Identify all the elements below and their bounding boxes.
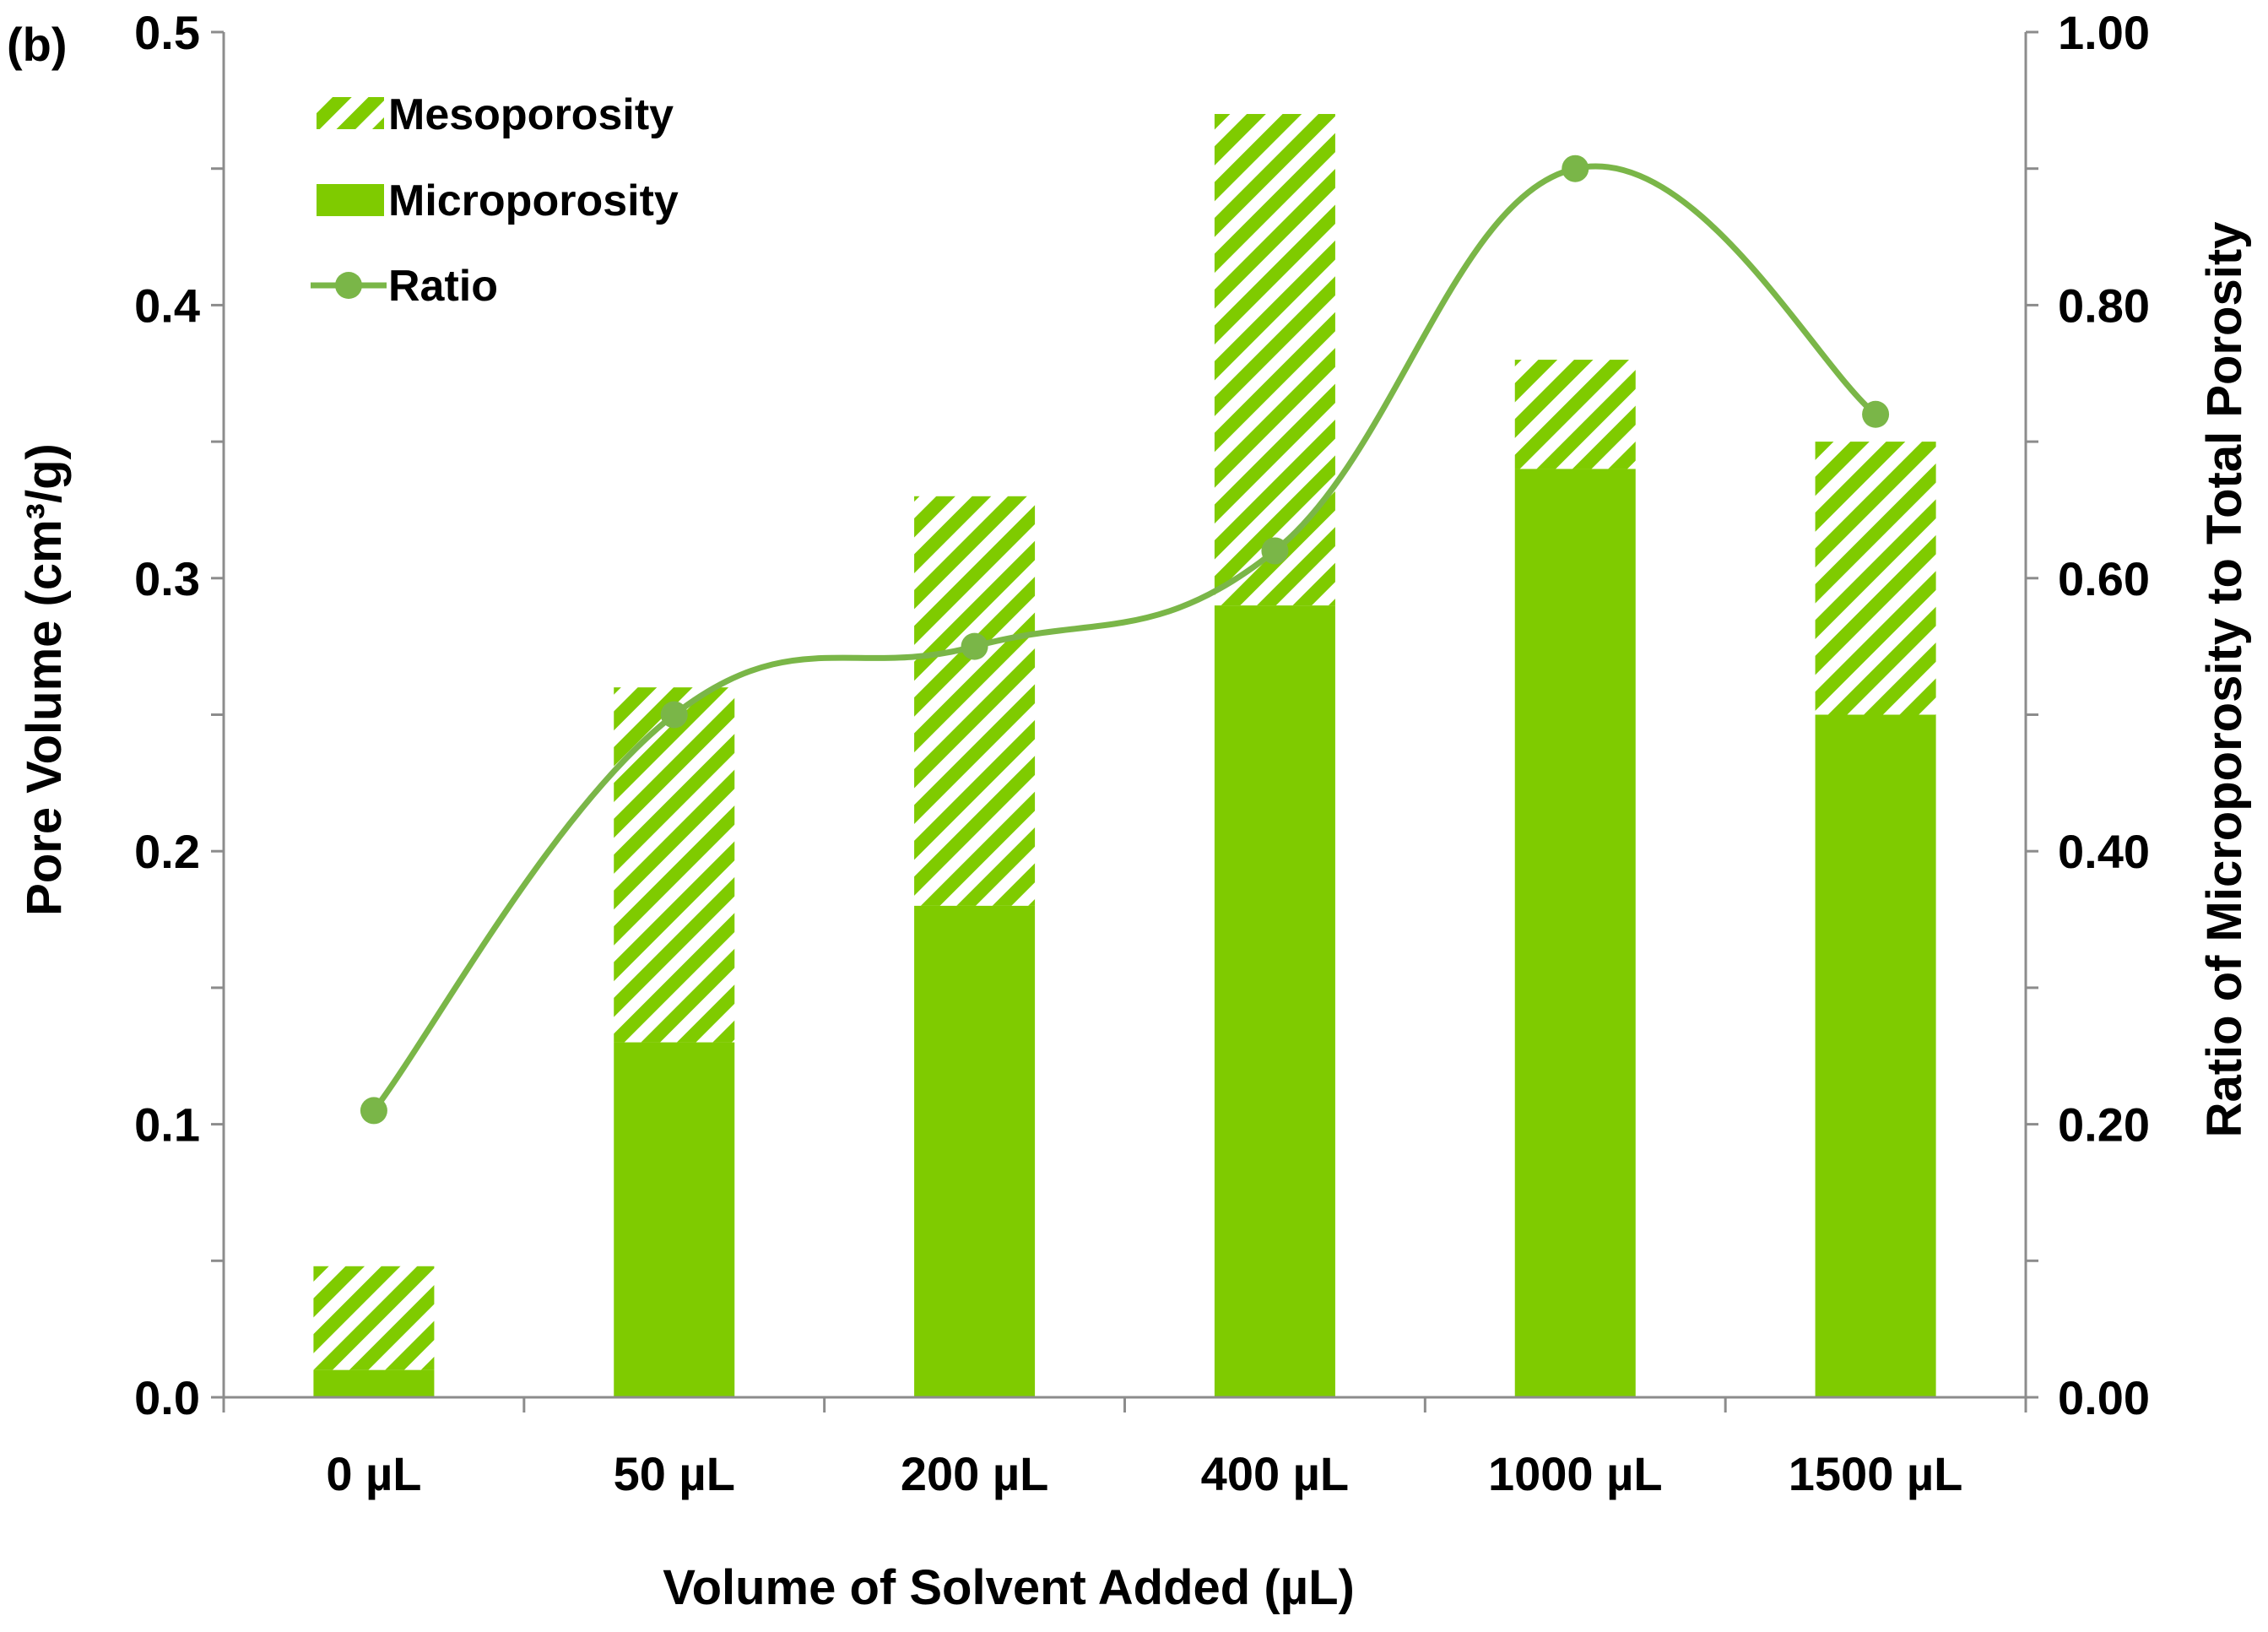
x-tick-label-5: 1500 µL [1789, 1447, 1963, 1500]
y2-tick-label-1: 0.20 [2058, 1098, 2150, 1152]
legend-label-microporosity: Microporosity [388, 176, 679, 225]
ratio-point-2 [961, 632, 988, 660]
bar-mesoporosity-2 [914, 496, 1036, 906]
bar-mesoporosity-5 [1815, 442, 1936, 715]
y-tick-label-0: 0.0 [134, 1371, 200, 1424]
y-tick-label-4: 0.4 [134, 279, 200, 332]
y-tick-label-3: 0.3 [134, 552, 200, 605]
plot-area: 0.0 0.1 0.2 0.3 0.4 0.5 0.00 0.20 0.40 0.60 0.80 1.… [134, 6, 2150, 1500]
bar-mesoporosity-3 [1214, 114, 1335, 606]
y-tick-label-1: 0.1 [134, 1098, 200, 1152]
bar-microporosity-0 [313, 1369, 435, 1397]
ratio-point-0 [360, 1097, 387, 1125]
bar-microporosity-1 [614, 1042, 735, 1397]
bar-microporosity-3 [1214, 605, 1335, 1397]
legend-label-ratio: Ratio [388, 262, 498, 311]
y2-axis-title: Ratio of Microporosity to Total Porosity [2197, 222, 2252, 1138]
legend: Mesoporosity Microporosity Ratio [311, 90, 679, 311]
y2-tick-label-3: 0.60 [2058, 552, 2150, 605]
ratio-line [371, 163, 1878, 1113]
legend-swatch-ratio-marker [335, 272, 362, 299]
ratio-point-5 [1862, 400, 1890, 428]
bar-mesoporosity-0 [313, 1266, 435, 1370]
y2-tick-label-4: 0.80 [2058, 279, 2150, 332]
axes-layer: 0.0 0.1 0.2 0.3 0.4 0.5 0.00 0.20 0.40 0.60 0.80 1.… [134, 6, 2150, 1500]
y2-tick-label-2: 0.40 [2058, 825, 2150, 878]
bar-mesoporosity-4 [1514, 360, 1636, 469]
x-tick-label-3: 400 µL [1201, 1447, 1349, 1500]
y-tick-label-5: 0.5 [134, 6, 200, 59]
bar-mesoporosity-1 [614, 687, 735, 1043]
legend-label-mesoporosity: Mesoporosity [388, 90, 674, 139]
bars-layer [313, 114, 1936, 1398]
bar-microporosity-4 [1514, 469, 1636, 1398]
ratio-point-1 [660, 701, 688, 729]
x-tick-label-0: 0 µL [326, 1447, 421, 1500]
legend-swatch-microporosity [317, 184, 384, 216]
y2-tick-label-0: 0.00 [2058, 1371, 2150, 1424]
y-axis-title: Pore Volume (cm³/g) [17, 443, 72, 916]
y2-tick-label-5: 1.00 [2058, 6, 2150, 59]
ratio-point-4 [1562, 155, 1589, 182]
panel-label: (b) [7, 18, 68, 71]
legend-swatch-mesoporosity [317, 97, 384, 129]
x-tick-label-1: 50 µL [614, 1447, 735, 1500]
bar-microporosity-5 [1815, 714, 1936, 1397]
bar-microporosity-2 [914, 905, 1036, 1397]
y-tick-label-2: 0.2 [134, 825, 200, 878]
x-tick-label-2: 200 µL [901, 1447, 1048, 1500]
ratio-point-3 [1261, 537, 1289, 565]
x-axis-title: Volume of Solvent Added (µL) [663, 1560, 1355, 1615]
x-tick-label-4: 1000 µL [1488, 1447, 1663, 1500]
ratio-line-layer [360, 155, 1890, 1125]
